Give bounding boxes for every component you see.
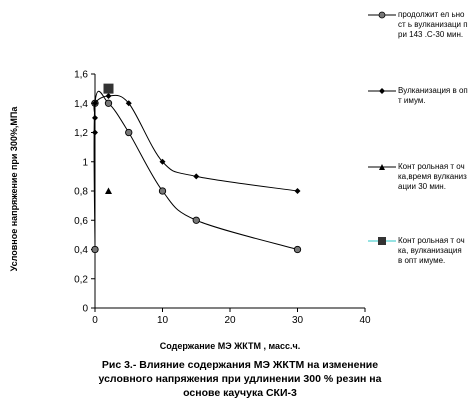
legend-label: Вулканизация в опт имум.: [398, 86, 468, 105]
legend-label: Конт рольная т очка, вулканизация в опт …: [398, 236, 465, 265]
data-point: [294, 188, 301, 194]
y-tick-label: 0,4: [74, 245, 88, 256]
legend-marker-diamond: [368, 88, 396, 94]
caption-line-1: Рис 3.- Влияние содержания МЭ ЖКТМ на из…: [101, 359, 379, 371]
data-point: [103, 83, 114, 94]
x-tick-label: 20: [224, 315, 236, 326]
legend-entry-control-optimum: Конт рольная т очка, вулканизация в опт …: [368, 236, 468, 286]
series-layer: [91, 83, 302, 254]
y-tick-label: 0,2: [74, 274, 88, 285]
y-tick-label: 0: [82, 304, 88, 315]
series-2: [105, 187, 112, 194]
data-point: [104, 99, 113, 107]
series-1: [92, 92, 301, 194]
y-tick-label: 1,2: [74, 128, 88, 139]
x-axis-label: Содержание МЭ ЖКТМ , масс.ч.: [159, 341, 301, 351]
x-tick-label: 30: [292, 315, 304, 326]
data-point: [159, 158, 166, 165]
caption-line-2: условного напряжения при удлинении 300 %…: [98, 373, 382, 385]
y-tick-label: 1: [82, 157, 88, 168]
series-3: [103, 83, 114, 94]
legend-marker-circle: [368, 11, 396, 19]
y-tick-label: 0,6: [74, 216, 88, 227]
y-axis-label: Условное напряжение при 300%,МПа: [9, 106, 19, 272]
data-point: [192, 216, 200, 224]
data-point: [92, 100, 98, 107]
data-point: [105, 187, 112, 194]
y-tick-label: 0,8: [74, 187, 88, 198]
legend-marker-triangle: [368, 164, 396, 170]
caption-line-3: основе каучука СКИ-3: [183, 387, 297, 399]
series-line: [93, 90, 298, 250]
y-tick-label: 1,4: [74, 99, 88, 110]
data-point: [92, 129, 98, 136]
data-point: [92, 114, 98, 121]
data-point: [193, 173, 200, 180]
legend-entry-optimum: Вулканизация в опт имум.: [368, 86, 468, 116]
x-tick-label: 0: [92, 315, 98, 326]
data-point: [158, 187, 167, 195]
legend-label: Конт рольная т очка,время вулканизации 3…: [398, 162, 467, 191]
figure-caption: Рис 3.- Влияние содержания МЭ ЖКТМ на из…: [40, 358, 440, 400]
x-tick-label: 40: [359, 315, 371, 326]
legend-entry-duration: продолжит ел ьност ь вулканизаци при 143…: [368, 10, 468, 70]
data-point: [293, 245, 302, 254]
legend-label: продолжит ел ьност ь вулканизаци при 143…: [398, 10, 468, 39]
data-point: [105, 92, 112, 99]
y-tick-label: 1,6: [74, 70, 88, 81]
data-point: [125, 100, 132, 107]
series-0: [91, 90, 302, 254]
data-point: [125, 128, 133, 137]
legend-entry-control-30min: Конт рольная т очка,время вулканизации 3…: [368, 162, 468, 212]
x-tick-label: 10: [157, 315, 169, 326]
axes: 0 0,2 0,4 0,6 0,8 1 1,2 1,4 1,6 0 10 20 30 40: [74, 70, 371, 327]
data-point: [91, 245, 99, 254]
legend-marker-square: [368, 237, 396, 245]
